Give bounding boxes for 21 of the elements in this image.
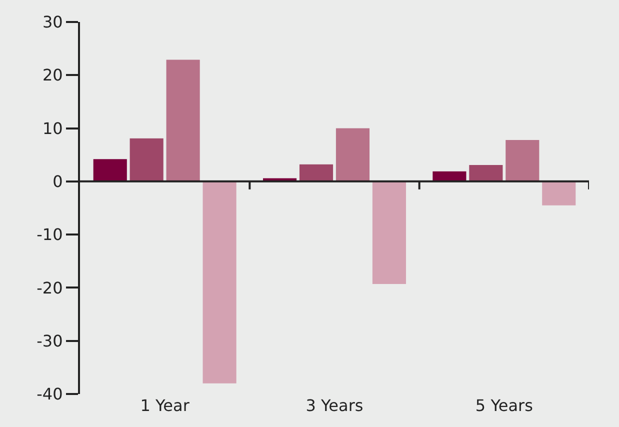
bar (372, 181, 406, 284)
x-tick-label: 3 Years (306, 396, 364, 415)
bar (506, 140, 540, 182)
bar (130, 138, 164, 182)
y-tick-label: 20 (42, 66, 63, 85)
bar (542, 181, 576, 206)
bar (202, 181, 236, 384)
bar (336, 128, 370, 182)
y-tick-label: 0 (52, 172, 63, 192)
bar (299, 164, 334, 182)
y-tick-label: 10 (42, 118, 63, 138)
y-tick-label: -20 (36, 278, 63, 298)
y-tick-label: -10 (36, 225, 63, 244)
y-tick-label: -30 (36, 331, 63, 350)
y-tick-label: -40 (36, 384, 63, 404)
x-tick-label: 1 Year (140, 396, 190, 415)
bar (469, 164, 503, 182)
bar (166, 60, 200, 182)
bar (93, 159, 127, 182)
x-tick-label: 5 Years (475, 396, 533, 415)
y-tick-label: 30 (42, 12, 63, 32)
